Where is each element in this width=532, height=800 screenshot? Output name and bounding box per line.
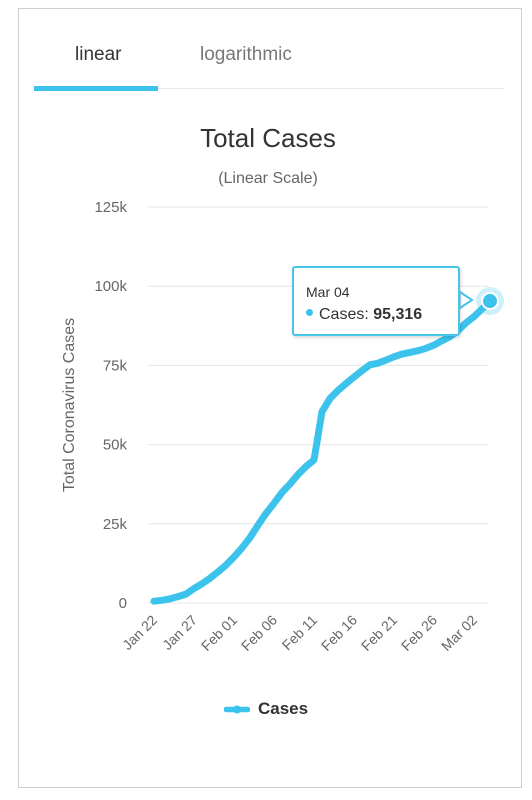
y-tick-label: 125k xyxy=(94,199,127,216)
x-tick-label: Feb 06 xyxy=(238,612,280,654)
chart-title: Total Cases xyxy=(200,123,336,153)
highlight-point[interactable] xyxy=(481,292,499,311)
scale-tabs: linear logarithmic xyxy=(18,8,522,92)
x-tick-label: Feb 26 xyxy=(398,612,440,654)
tooltip-row: Cases: 95,316 xyxy=(306,306,422,324)
x-tick-label: Feb 01 xyxy=(198,612,240,654)
y-tick-label: 75k xyxy=(103,357,128,374)
x-tick-label: Feb 16 xyxy=(318,612,360,654)
chart-subtitle: (Linear Scale) xyxy=(218,170,318,187)
y-tick-label: 50k xyxy=(103,437,128,454)
tab-divider xyxy=(158,88,504,89)
active-tab-indicator xyxy=(34,86,158,91)
data-tooltip: Mar 04 Cases: 95,316 xyxy=(292,266,460,336)
x-tick-label: Feb 11 xyxy=(279,612,321,654)
tooltip-value: 95,316 xyxy=(373,306,423,323)
y-tick-label: 25k xyxy=(103,516,128,533)
chart-card xyxy=(18,8,522,788)
y-tick-labels: 0 25k 50k 75k 100k 125k xyxy=(94,199,127,612)
x-tick-label: Mar 02 xyxy=(438,612,480,654)
x-tick-label: Feb 21 xyxy=(358,612,400,654)
tab-logarithmic[interactable]: logarithmic xyxy=(200,44,292,65)
tooltip-series-dot xyxy=(306,309,313,317)
y-tick-label: 0 xyxy=(119,595,127,612)
x-tick-label: Jan 22 xyxy=(119,612,160,653)
legend-label: Cases xyxy=(258,699,309,718)
tooltip-date: Mar 04 xyxy=(306,284,350,300)
tooltip-series-name: Cases xyxy=(319,306,365,323)
series-line-cases xyxy=(150,297,494,605)
legend-line-icon xyxy=(224,705,250,714)
y-tick-label: 100k xyxy=(94,278,127,295)
tab-linear[interactable]: linear xyxy=(75,44,122,65)
y-axis-label: Total Coronavirus Cases xyxy=(61,318,78,492)
tooltip-colon: : xyxy=(364,306,374,323)
tooltip-pointer xyxy=(459,290,474,310)
legend-dot xyxy=(232,705,242,714)
x-tick-label: Jan 27 xyxy=(159,612,200,653)
